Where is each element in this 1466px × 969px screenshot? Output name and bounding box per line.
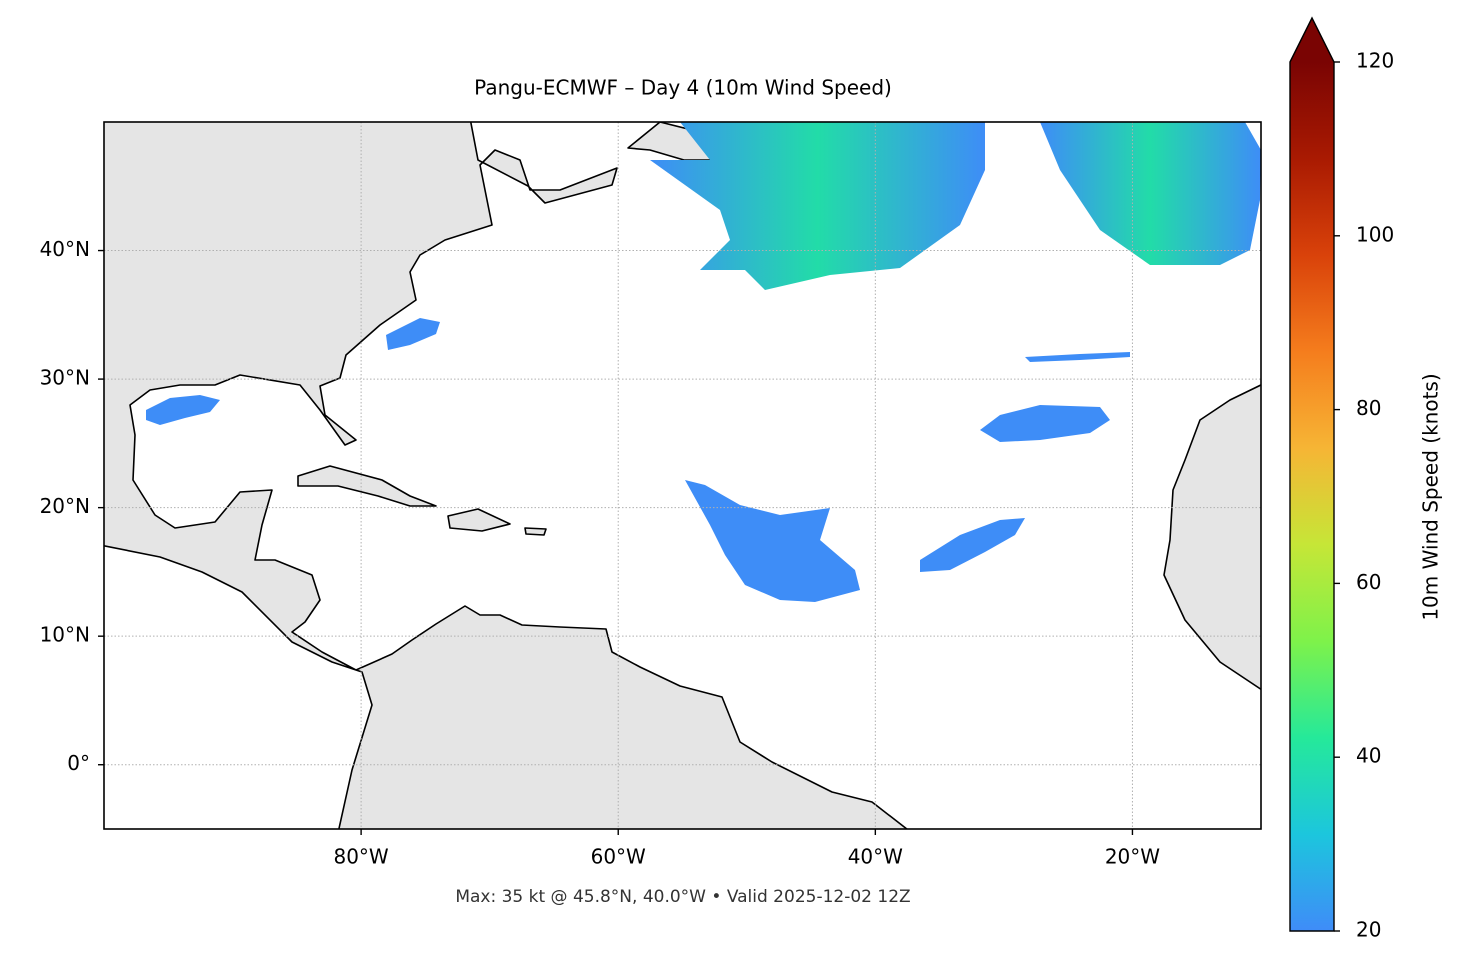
colorbar-extension xyxy=(1290,18,1334,62)
puerto-rico xyxy=(524,527,547,536)
colorbar-tick-label: 40 xyxy=(1356,744,1381,768)
axes: 80°W 60°W 40°W 20°W 0° 10°N 20°N 30°N 40°N xyxy=(40,237,1161,868)
colorbar-label: 10m Wind Speed (knots) xyxy=(1419,373,1443,620)
y-tick-label: 20°N xyxy=(40,494,90,518)
wind-area xyxy=(146,395,220,425)
colorbar-tick-label: 80 xyxy=(1356,396,1381,420)
map-title: Pangu-ECMWF – Day 4 (10m Wind Speed) xyxy=(474,76,892,100)
wind-area xyxy=(980,405,1110,442)
map-frame xyxy=(103,121,1262,830)
colorbar-frame xyxy=(1289,16,1335,932)
colorbar-tick-label: 100 xyxy=(1356,222,1394,246)
x-tick-label: 60°W xyxy=(591,845,646,869)
map-area xyxy=(104,122,1261,829)
cuba xyxy=(297,465,437,507)
colorbar-tick-label: 20 xyxy=(1356,918,1381,942)
wind-area xyxy=(920,518,1025,572)
colorbar: 20 40 60 80 100 120 xyxy=(1289,16,1394,942)
wind-area xyxy=(1040,122,1261,265)
colorbar-scale xyxy=(1290,62,1334,931)
x-tick-label: 80°W xyxy=(333,845,388,869)
hispaniola xyxy=(447,508,511,532)
colorbar-tick-label: 60 xyxy=(1356,570,1381,594)
wind-area xyxy=(685,480,860,602)
x-tick-label: 40°W xyxy=(848,845,903,869)
grid xyxy=(104,122,1261,829)
y-tick-label: 30°N xyxy=(40,366,90,390)
x-tick-label: 20°W xyxy=(1105,845,1160,869)
wind-area xyxy=(650,122,985,290)
africa xyxy=(1163,384,1261,691)
wind-area xyxy=(1025,352,1130,362)
americas xyxy=(104,122,909,829)
y-tick-label: 0° xyxy=(67,751,90,775)
colorbar-tick-label: 120 xyxy=(1356,49,1394,73)
footer-note: Max: 35 kt @ 45.8°N, 40.0°W • Valid 2025… xyxy=(455,887,910,907)
y-tick-label: 40°N xyxy=(40,237,90,261)
wind-field xyxy=(146,122,1261,602)
wind-area xyxy=(386,318,440,350)
y-tick-label: 10°N xyxy=(40,623,90,647)
